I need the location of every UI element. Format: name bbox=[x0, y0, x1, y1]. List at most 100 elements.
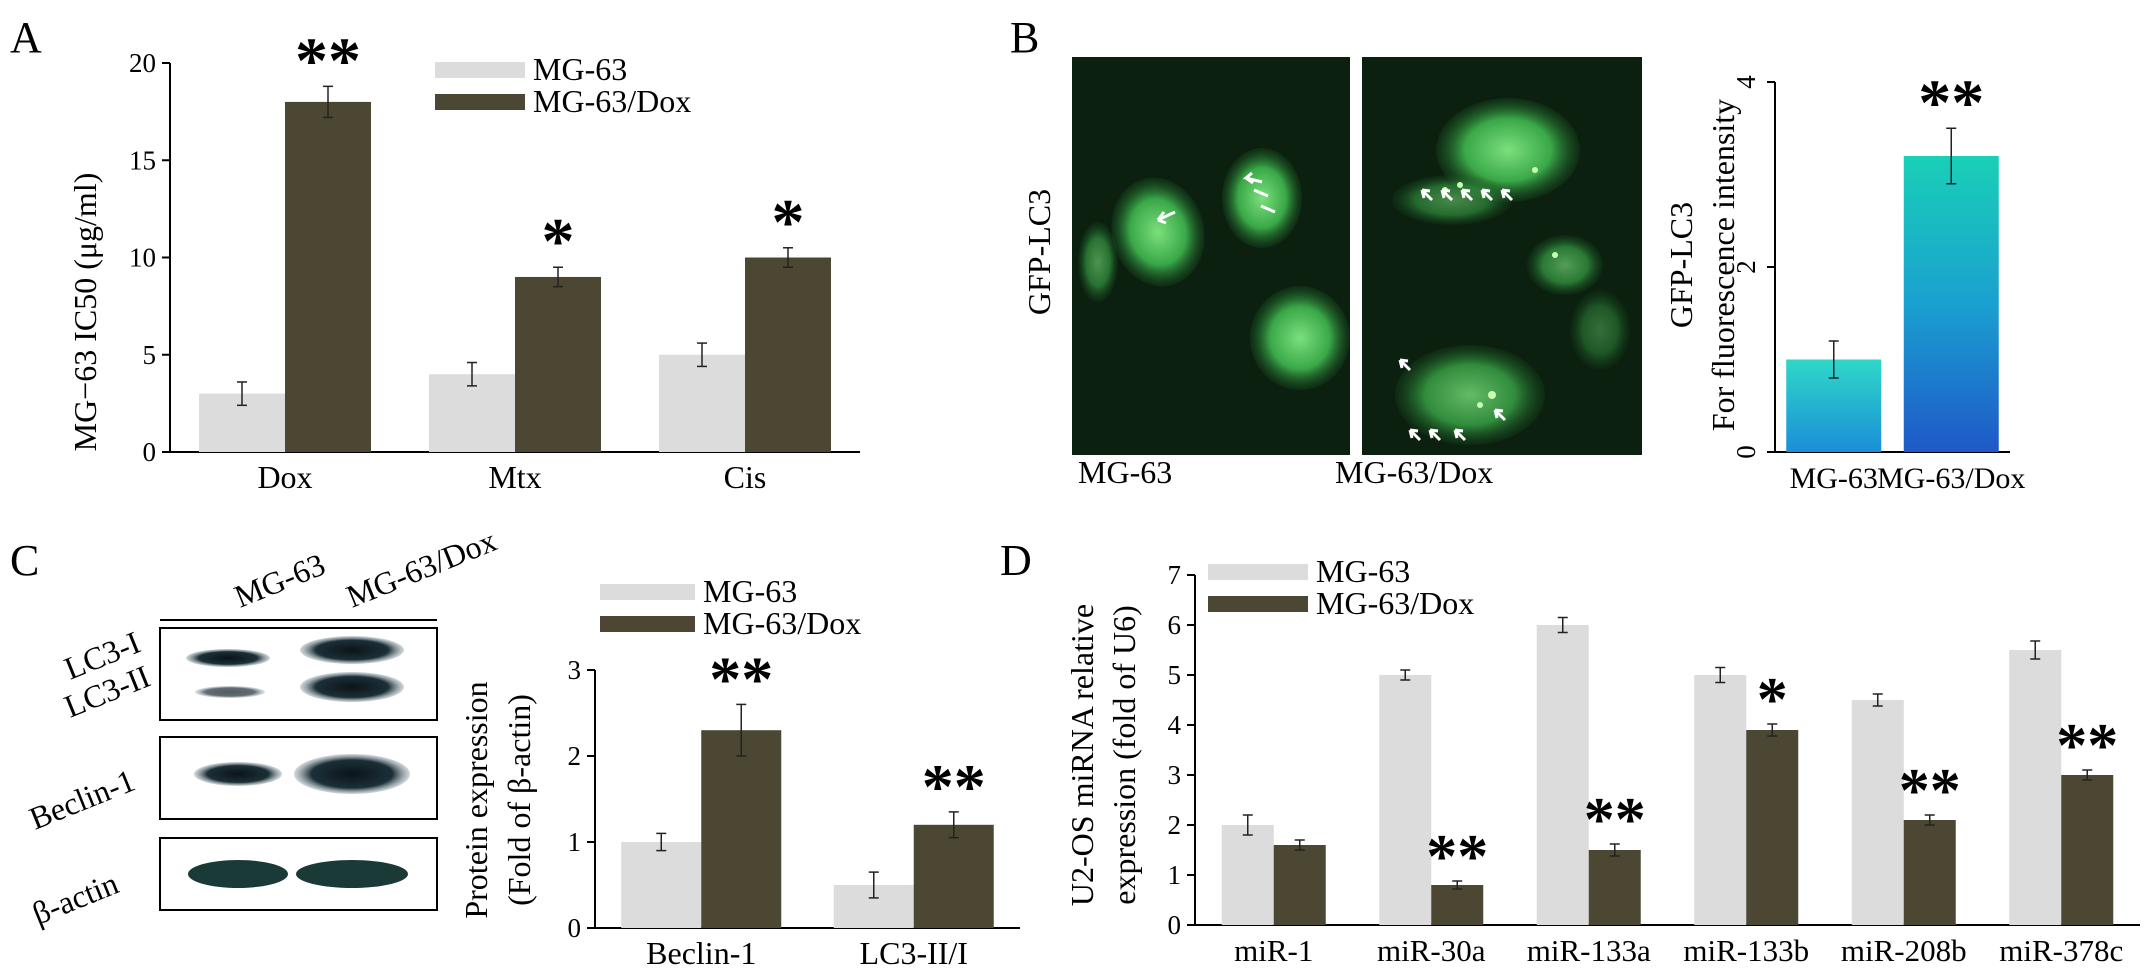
chart-c-legend-swatch bbox=[600, 584, 695, 600]
western-blot: MG-63 MG-63/Dox LC3-I LC3-II Beclin-1 β-… bbox=[24, 522, 501, 932]
chart-c-legend-label: MG-63/Dox bbox=[703, 605, 861, 641]
chart-a-significance-mark: * bbox=[772, 186, 805, 259]
chart-d-significance-mark: ** bbox=[1426, 823, 1488, 891]
chart-a-ylabel: MG−63 IC50 (μg/ml) bbox=[67, 173, 103, 452]
chart-d-bar bbox=[1221, 825, 1274, 925]
chart-a-ytick-label: 20 bbox=[129, 48, 156, 78]
chart-c-ytick-label: 3 bbox=[568, 655, 582, 685]
chart-b-ytick-label: 4 bbox=[1731, 75, 1761, 89]
chart-b-bar bbox=[1903, 156, 1999, 452]
chart-a-category-label: Mtx bbox=[488, 459, 541, 495]
chart-d-legend-label: MG-63 bbox=[1316, 553, 1410, 589]
chart-d-category-label: miR-378c bbox=[1999, 933, 2123, 968]
chart-c-ytick-label: 1 bbox=[568, 827, 582, 857]
chart-a-ytick-label: 15 bbox=[129, 145, 156, 175]
chart-d-legend-swatch bbox=[1208, 564, 1308, 580]
chart-b-category-label: MG-63 bbox=[1790, 462, 1878, 495]
chart-c-ytick-label: 0 bbox=[568, 913, 582, 943]
chart-b-ylabel-line2: For fluorescence intensity bbox=[1705, 99, 1741, 431]
chart-d-ytick-label: 3 bbox=[1168, 760, 1182, 790]
chart-c-ylabel-line1: Protein expression bbox=[458, 681, 494, 918]
chart-d-category-label: miR-133a bbox=[1527, 933, 1651, 968]
chart-a-bar bbox=[429, 374, 515, 452]
side-label-gfp-lc3: GFP-LC3 bbox=[1021, 189, 1057, 315]
chart-d-ytick-label: 2 bbox=[1168, 810, 1182, 840]
chart-a-bar bbox=[659, 354, 745, 452]
chart-c-significance-mark: ** bbox=[922, 751, 986, 822]
chart-d-legend-swatch bbox=[1208, 596, 1308, 612]
chart-b-category-label: MG-63/Dox bbox=[1877, 462, 2025, 495]
chart-d-bar bbox=[1746, 730, 1799, 925]
chart-a-category-label: Cis bbox=[724, 459, 767, 495]
blot-column-mg63-dox: MG-63/Dox bbox=[341, 522, 501, 615]
chart-d: 0 1 2 3 4 5 6 7 miR-1 miR-30a miR-133a miR-133b miR-… bbox=[1168, 553, 2140, 968]
chart-a-legend-swatch bbox=[435, 94, 525, 110]
chart-d-significance-mark: ** bbox=[2056, 712, 2118, 780]
chart-a-significance-mark: ** bbox=[295, 24, 361, 97]
chart-d-bar bbox=[1588, 850, 1641, 925]
blot-row-beclin-1: Beclin-1 bbox=[24, 762, 140, 837]
chart-b: 0 2 4 MG-63 MG-63/Dox ** bbox=[1731, 66, 2025, 495]
chart-d-bar bbox=[1694, 675, 1747, 925]
chart-c-bar bbox=[701, 730, 782, 928]
chart-d-legend-label: MG-63/Dox bbox=[1316, 585, 1474, 621]
chart-c-significance-mark: ** bbox=[709, 643, 773, 714]
chart-d-bar bbox=[1273, 845, 1326, 925]
chart-d-ytick-label: 5 bbox=[1168, 660, 1182, 690]
image-label-mg63: MG-63 bbox=[1078, 454, 1172, 490]
chart-d-bar bbox=[1851, 700, 1904, 925]
chart-b-ytick-label: 0 bbox=[1731, 445, 1761, 459]
chart-c-category-label: Beclin-1 bbox=[646, 935, 756, 971]
chart-d-significance-mark: ** bbox=[1899, 757, 1961, 825]
chart-d-ytick-label: 6 bbox=[1168, 610, 1182, 640]
chart-a-legend-label: MG-63/Dox bbox=[533, 83, 691, 119]
chart-a-bar bbox=[285, 101, 371, 453]
chart-a-significance-mark: * bbox=[542, 205, 575, 278]
chart-c-category-label: LC3-II/I bbox=[860, 935, 968, 971]
chart-b-ylabel-line1: GFP-LC3 bbox=[1663, 202, 1699, 328]
panel-letter-b: B bbox=[1010, 13, 1039, 62]
chart-c-ylabel-line2: (Fold of β-actin) bbox=[501, 694, 537, 906]
panel-letter-d: D bbox=[1000, 536, 1032, 585]
chart-a-ytick-label: 0 bbox=[143, 437, 157, 467]
image-label-mg63-dox: MG-63/Dox bbox=[1335, 454, 1493, 490]
blot-row-beta-actin: β-actin bbox=[27, 865, 123, 932]
chart-a-ytick-label: 10 bbox=[129, 243, 156, 273]
chart-b-ytick-label: 2 bbox=[1731, 260, 1761, 274]
chart-a-bar bbox=[515, 276, 601, 452]
chart-d-bar bbox=[2009, 650, 2062, 925]
chart-d-category-label: miR-133b bbox=[1683, 933, 1809, 968]
chart-c-legend-label: MG-63 bbox=[703, 573, 797, 609]
chart-d-ytick-label: 7 bbox=[1168, 560, 1182, 590]
chart-c-bar bbox=[621, 842, 702, 928]
chart-a-legend-label: MG-63 bbox=[533, 51, 627, 87]
chart-c-bar bbox=[913, 824, 994, 928]
chart-d-category-label: miR-208b bbox=[1841, 933, 1967, 968]
chart-d-ylabel-line1: U2-OS miRNA relative bbox=[1064, 604, 1100, 906]
chart-d-ytick-label: 4 bbox=[1168, 710, 1182, 740]
chart-d-ylabel-line2: expression (fold of U6) bbox=[1106, 605, 1142, 904]
blot-column-mg63: MG-63 bbox=[229, 546, 330, 615]
micrograph-mg63 bbox=[1072, 57, 1350, 455]
chart-d-bar bbox=[1903, 820, 1956, 925]
chart-d-bar bbox=[1379, 675, 1432, 925]
chart-d-ytick-label: 1 bbox=[1168, 860, 1182, 890]
chart-a-legend-swatch bbox=[435, 62, 525, 78]
chart-b-significance-mark: ** bbox=[1918, 66, 1984, 139]
chart-a-ytick-label: 5 bbox=[143, 340, 157, 370]
chart-d-bar bbox=[2061, 775, 2114, 925]
chart-a-bar bbox=[745, 257, 831, 452]
micrograph-mg63-dox bbox=[1362, 57, 1642, 455]
chart-c-legend-swatch bbox=[600, 616, 695, 632]
panel-letter-c: C bbox=[10, 536, 39, 585]
chart-a-category-label: Dox bbox=[257, 459, 312, 495]
chart-d-category-label: miR-1 bbox=[1234, 933, 1313, 968]
chart-d-bar bbox=[1536, 625, 1589, 925]
panel-letter-a: A bbox=[10, 13, 42, 62]
chart-d-category-label: miR-30a bbox=[1377, 933, 1486, 968]
chart-d-bar bbox=[1431, 885, 1484, 925]
chart-d-significance-mark: * bbox=[1757, 666, 1788, 734]
